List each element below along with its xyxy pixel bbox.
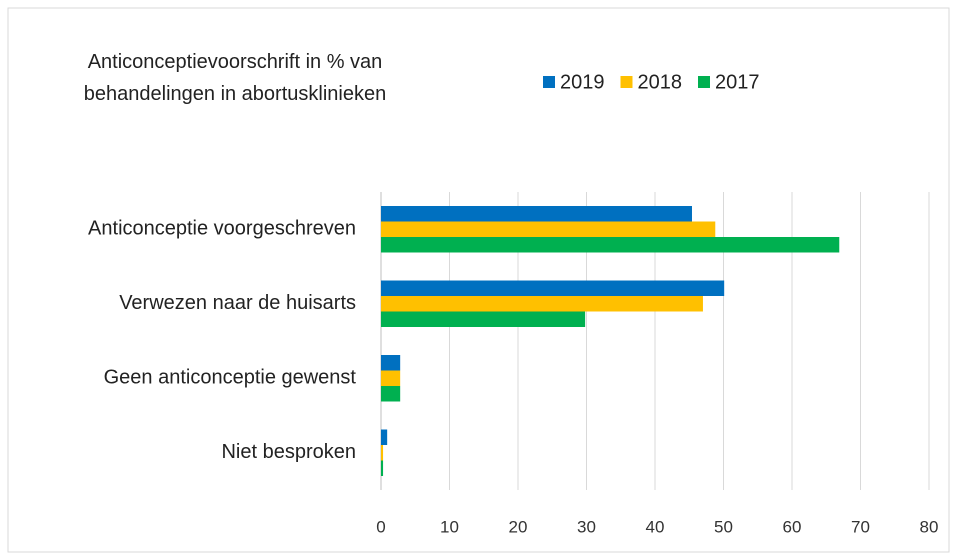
- x-tick-label: 40: [646, 517, 665, 536]
- bar: [381, 237, 840, 253]
- bar: [381, 460, 384, 476]
- x-tick-label: 30: [577, 517, 596, 536]
- bar: [381, 429, 388, 445]
- bar: [381, 311, 586, 327]
- x-tick-label: 60: [783, 517, 802, 536]
- bar: [381, 386, 401, 402]
- bar: [381, 206, 692, 222]
- bar: [381, 370, 401, 386]
- legend-label: 2019: [560, 71, 605, 93]
- legend-label: 2017: [715, 71, 760, 93]
- chart-title: Anticonceptievoorschrift in % van behande…: [84, 51, 386, 105]
- x-tick-label: 10: [440, 517, 459, 536]
- bar: [381, 280, 725, 296]
- legend-swatch: [620, 76, 633, 88]
- y-tick-label: Niet besproken: [221, 441, 356, 463]
- x-tick-label: 20: [509, 517, 528, 536]
- bar: [381, 296, 703, 312]
- bar: [381, 355, 401, 371]
- legend-label: 2018: [638, 71, 683, 93]
- legend-swatch: [698, 76, 710, 88]
- legend-swatch: [543, 76, 555, 88]
- x-tick-label: 70: [851, 517, 870, 536]
- bar: [381, 221, 716, 237]
- y-tick-label: Verwezen naar de huisarts: [119, 292, 356, 314]
- y-tick-label: Geen anticonceptie gewenst: [104, 367, 357, 389]
- y-tick-label: Anticonceptie voorgeschreven: [88, 218, 356, 240]
- x-tick-label: 50: [714, 517, 733, 536]
- x-tick-label: 80: [920, 517, 939, 536]
- bar: [381, 445, 384, 461]
- x-tick-label: 0: [376, 517, 385, 536]
